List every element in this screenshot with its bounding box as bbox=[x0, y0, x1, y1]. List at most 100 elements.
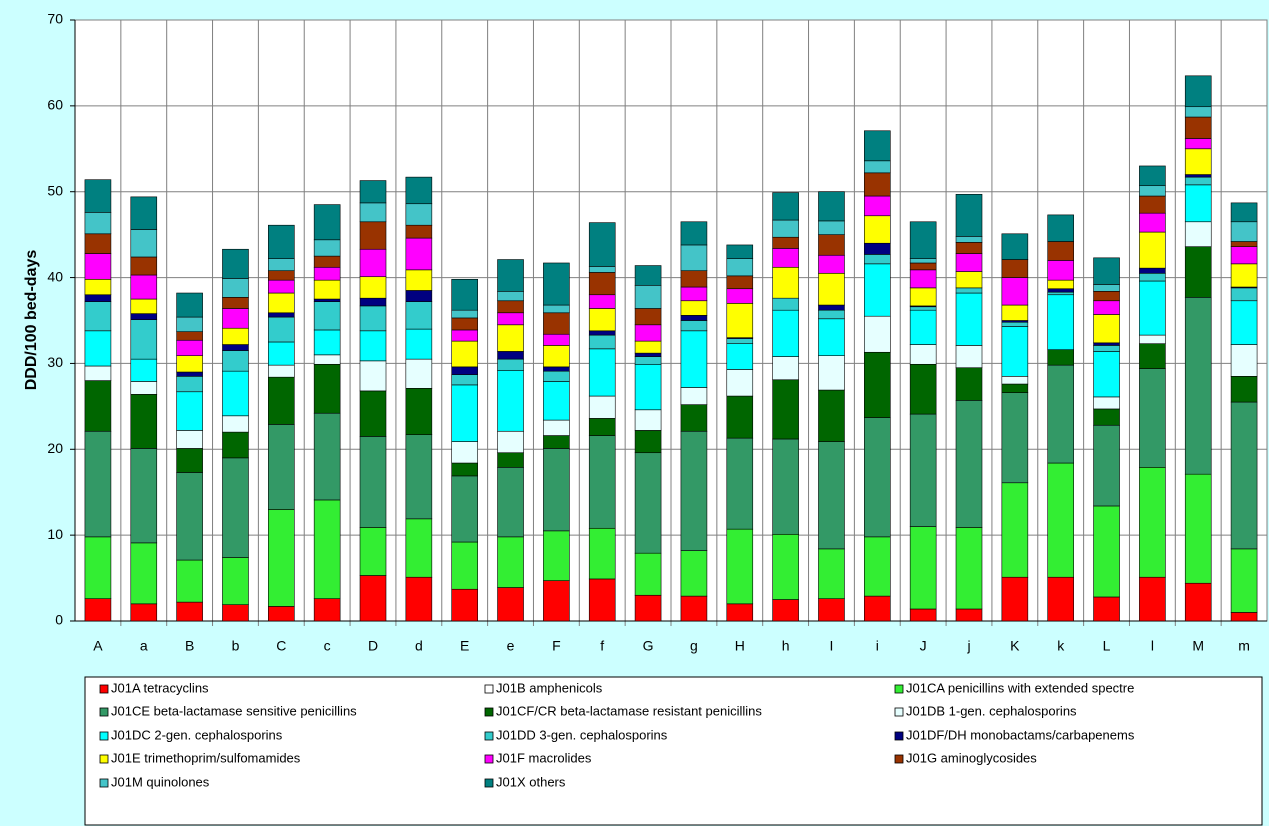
bar-segment bbox=[909, 608, 937, 622]
bar-segment bbox=[1093, 505, 1120, 598]
legend-swatch bbox=[894, 707, 904, 717]
x-tick-label: d bbox=[415, 638, 423, 654]
bar-segment bbox=[588, 578, 616, 622]
bar-segment bbox=[1139, 576, 1166, 622]
bar-segment bbox=[864, 172, 891, 197]
bar-segment bbox=[1047, 241, 1074, 261]
bar-segment bbox=[359, 575, 387, 622]
bar-segment bbox=[222, 308, 249, 329]
bar-segment bbox=[818, 389, 845, 442]
legend-label: J01E trimethoprim/sulfomamides bbox=[111, 750, 301, 765]
bar-segment bbox=[405, 203, 433, 226]
bar-segment bbox=[222, 370, 249, 417]
bar-segment bbox=[1093, 314, 1120, 344]
bar-segment bbox=[680, 244, 708, 272]
bar-segment bbox=[955, 236, 983, 243]
y-tick-label: 10 bbox=[47, 526, 63, 542]
bar-segment bbox=[451, 462, 478, 477]
bar-segment bbox=[772, 438, 799, 535]
bar-segment bbox=[726, 395, 754, 439]
bar-segment bbox=[818, 318, 845, 357]
bar-segment bbox=[726, 303, 754, 338]
y-tick-label: 0 bbox=[55, 612, 63, 628]
bar-segment bbox=[818, 272, 845, 306]
bar-segment bbox=[313, 412, 341, 501]
bar-segment bbox=[1184, 221, 1212, 247]
legend-label: J01A tetracyclins bbox=[111, 680, 209, 695]
legend-swatch bbox=[484, 731, 494, 741]
bar-segment bbox=[451, 309, 478, 319]
bar-segment bbox=[909, 306, 937, 311]
bar-segment bbox=[1093, 342, 1120, 346]
bar-segment bbox=[1230, 263, 1258, 288]
bar-segment bbox=[818, 220, 845, 235]
x-tick-label: H bbox=[735, 638, 745, 654]
bar-segment bbox=[1230, 202, 1258, 223]
x-tick-label: b bbox=[232, 638, 240, 654]
bar-segment bbox=[268, 258, 295, 272]
bar-segment bbox=[1047, 291, 1074, 296]
legend-swatch bbox=[484, 778, 494, 788]
bar-segment bbox=[176, 339, 203, 357]
bar-segment bbox=[84, 430, 112, 538]
bar-segment bbox=[1047, 462, 1074, 578]
bar-segment bbox=[864, 195, 891, 217]
bar-segment bbox=[176, 371, 203, 377]
bar-segment bbox=[726, 258, 754, 277]
legend: J01A tetracyclins J01B amphenicols J01CA p… bbox=[99, 680, 1135, 789]
x-tick-label: D bbox=[368, 638, 378, 654]
bar-segment bbox=[222, 350, 249, 372]
bar-segment bbox=[1139, 467, 1166, 578]
bar-segment bbox=[497, 452, 524, 468]
bar-segment bbox=[680, 286, 708, 302]
bar-segment bbox=[130, 274, 158, 300]
bar-segment bbox=[955, 292, 983, 346]
bar-segment bbox=[1230, 548, 1258, 613]
bar-segment bbox=[543, 381, 570, 421]
bar-segment bbox=[222, 415, 249, 433]
bar-segment bbox=[1093, 351, 1120, 398]
bar-segment bbox=[451, 329, 478, 342]
bar-segment bbox=[313, 298, 341, 302]
bar-segment bbox=[1093, 424, 1120, 507]
bar-segment bbox=[84, 598, 112, 622]
bar-segment bbox=[222, 604, 249, 622]
legend-swatch bbox=[484, 684, 494, 694]
bar-segment bbox=[1184, 148, 1212, 175]
bar-segment bbox=[588, 330, 616, 336]
bar-segment bbox=[1230, 287, 1258, 302]
bar-segment bbox=[1184, 184, 1212, 223]
bar-segment bbox=[176, 559, 203, 603]
bar-segment bbox=[176, 376, 203, 393]
legend-swatch bbox=[894, 754, 904, 764]
bar-segment bbox=[176, 292, 203, 318]
bar-segment bbox=[268, 292, 295, 314]
bar-segment bbox=[405, 301, 433, 330]
bar-segment bbox=[680, 315, 708, 321]
bar-segment bbox=[1230, 612, 1258, 622]
bar-segment bbox=[497, 430, 524, 454]
legend-swatch bbox=[99, 707, 109, 717]
bar-segment bbox=[726, 603, 754, 622]
bar-segment bbox=[543, 435, 570, 449]
bar-segment bbox=[864, 263, 891, 317]
legend-label: J01CF/CR beta-lactamase resistant penici… bbox=[496, 703, 762, 718]
x-tick-label: J bbox=[920, 638, 927, 654]
bar-segment bbox=[680, 320, 708, 332]
bar-segment bbox=[543, 312, 570, 335]
bar-segment bbox=[497, 467, 524, 538]
bar-segment bbox=[588, 294, 616, 309]
bar-segment bbox=[1230, 376, 1258, 403]
bar-segment bbox=[955, 242, 983, 254]
x-tick-label: g bbox=[690, 638, 698, 654]
bar-segment bbox=[1093, 257, 1120, 285]
bar-segment bbox=[588, 334, 616, 350]
legend-swatch bbox=[484, 707, 494, 717]
bar-segment bbox=[955, 193, 983, 237]
bar-segment bbox=[313, 266, 341, 281]
legend-swatch bbox=[894, 731, 904, 741]
bar-segment bbox=[588, 222, 616, 267]
bar-segment bbox=[772, 297, 799, 311]
legend-label: J01M quinolones bbox=[111, 774, 210, 789]
